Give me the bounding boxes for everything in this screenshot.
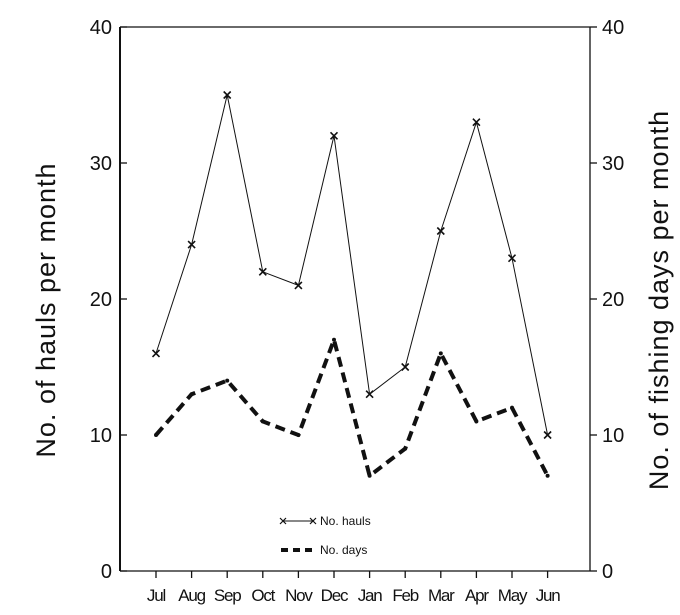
right-y-tick-label: 0 bbox=[602, 561, 613, 583]
hauls-data-point bbox=[401, 362, 410, 372]
left-y-tick-label: 20 bbox=[90, 289, 112, 311]
x-tick-label: Aug bbox=[178, 586, 205, 605]
series-days bbox=[154, 337, 550, 478]
x-tick-label: Nov bbox=[285, 586, 313, 605]
days-data-point bbox=[154, 433, 158, 437]
x-tick-label: Mar bbox=[428, 586, 455, 605]
days-data-point bbox=[545, 473, 550, 478]
hauls-data-point bbox=[365, 390, 374, 399]
hauls-series-line bbox=[155, 94, 549, 436]
hauls-data-point bbox=[329, 131, 339, 140]
days-data-point bbox=[260, 419, 265, 424]
left-y-axis-title: No. of hauls per month bbox=[31, 162, 61, 457]
x-tick-label: May bbox=[498, 586, 528, 605]
left-y-ticks: 0 10 20 30 40 bbox=[90, 17, 127, 583]
legend-hauls-marker-icon bbox=[279, 517, 317, 525]
hauls-data-point bbox=[151, 349, 161, 358]
hauls-data-point bbox=[223, 90, 232, 100]
days-series-line bbox=[154, 337, 550, 478]
right-y-tick-label: 30 bbox=[602, 153, 624, 175]
x-tick-label: Jan bbox=[358, 586, 383, 605]
left-y-tick-label: 40 bbox=[90, 17, 112, 39]
days-data-point bbox=[296, 433, 301, 437]
right-y-axis-title: No. of fishing days per month bbox=[644, 110, 674, 490]
legend: No. hauls No. days bbox=[279, 514, 371, 557]
x-tick-label: Dec bbox=[321, 586, 349, 605]
x-tick-label: Jul bbox=[147, 586, 166, 605]
days-data-point bbox=[367, 473, 372, 478]
x-tick-label: Apr bbox=[465, 586, 489, 605]
days-data-point bbox=[189, 392, 194, 397]
hauls-data-point bbox=[472, 118, 481, 127]
hauls-data-point bbox=[294, 281, 303, 290]
hauls-data-point bbox=[436, 226, 445, 236]
left-y-tick-label: 10 bbox=[90, 425, 112, 447]
days-data-point bbox=[510, 405, 514, 410]
right-y-tick-label: 10 bbox=[602, 425, 624, 447]
hauls-data-point bbox=[507, 254, 517, 263]
right-y-ticks: 0 10 20 30 40 bbox=[590, 17, 624, 583]
days-data-point bbox=[225, 378, 230, 383]
x-tick-label: Jun bbox=[536, 586, 561, 605]
x-tick-label: Sep bbox=[214, 586, 241, 605]
x-tick-label: Oct bbox=[251, 586, 275, 605]
axes-group bbox=[119, 26, 591, 572]
days-data-point bbox=[438, 351, 443, 356]
left-y-tick-label: 30 bbox=[90, 153, 112, 175]
x-tick-label: Feb bbox=[392, 586, 418, 605]
hauls-data-point bbox=[187, 240, 196, 249]
legend-hauls-label: No. hauls bbox=[320, 514, 371, 528]
right-y-tick-label: 20 bbox=[602, 289, 624, 311]
right-y-tick-label: 40 bbox=[602, 17, 624, 39]
left-y-tick-label: 0 bbox=[101, 561, 112, 583]
legend-days-label: No. days bbox=[320, 543, 367, 557]
days-data-point bbox=[474, 419, 479, 424]
series-hauls bbox=[151, 90, 552, 440]
days-data-point bbox=[403, 446, 408, 451]
hauls-data-point bbox=[543, 430, 552, 440]
days-data-point bbox=[332, 337, 336, 342]
hauls-data-point bbox=[258, 267, 267, 276]
x-axis-ticks: Jul Aug Sep Oct Nov Dec Jan Feb Mar Apr May Jun bbox=[147, 571, 561, 605]
